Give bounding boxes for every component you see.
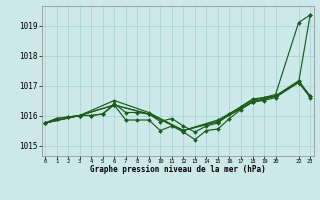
X-axis label: Graphe pression niveau de la mer (hPa): Graphe pression niveau de la mer (hPa) (90, 165, 266, 174)
